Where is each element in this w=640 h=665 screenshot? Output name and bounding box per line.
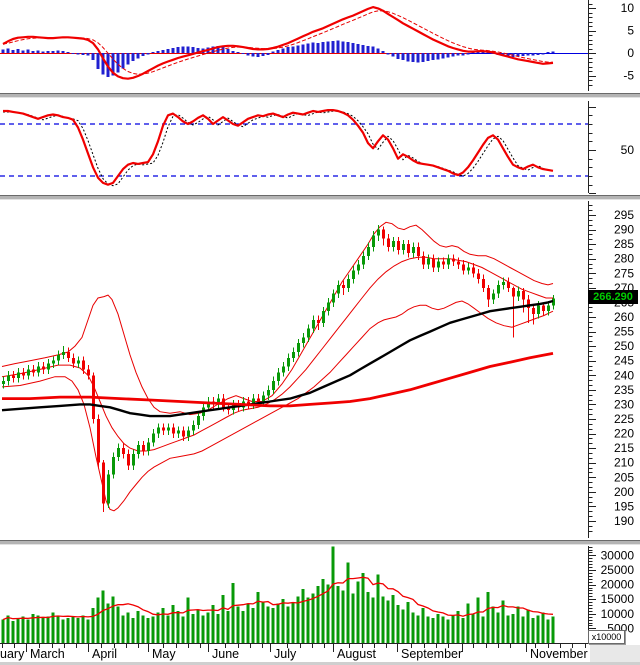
svg-text:205: 205 [614, 470, 634, 484]
svg-text:290: 290 [614, 223, 634, 237]
macd-signal-line [2, 10, 554, 75]
svg-text:260: 260 [614, 310, 634, 324]
svg-text:200: 200 [614, 485, 634, 499]
svg-text:210: 210 [614, 456, 634, 470]
panel-splitter-1[interactable] [0, 93, 640, 98]
stochastic-panel[interactable] [0, 109, 588, 187]
svg-text:215: 215 [614, 441, 634, 455]
svg-text:April: April [92, 647, 117, 661]
volume-ma-line [2, 576, 554, 621]
svg-text:June: June [212, 647, 239, 661]
svg-text:September: September [401, 647, 462, 661]
svg-text:195: 195 [614, 499, 634, 513]
candles [2, 225, 555, 513]
svg-text:-5: -5 [623, 69, 634, 83]
svg-text:uary: uary [0, 647, 25, 661]
svg-text:295: 295 [614, 208, 634, 222]
macd-line [2, 6, 554, 80]
volume-panel[interactable] [1, 546, 555, 643]
macd-panel[interactable] [0, 6, 588, 80]
x-axis: uary March April May June July August September… [0, 643, 588, 661]
svg-text:5: 5 [627, 24, 634, 38]
last-price-badge: 266.290 [588, 290, 638, 304]
svg-text:190: 190 [614, 514, 634, 528]
svg-text:245: 245 [614, 354, 634, 368]
svg-text:10000: 10000 [601, 607, 635, 621]
price-panel[interactable] [1, 221, 555, 513]
svg-text:0: 0 [627, 46, 634, 60]
svg-text:235: 235 [614, 383, 634, 397]
panel-splitter-2[interactable] [0, 195, 640, 200]
svg-text:25000: 25000 [601, 563, 635, 577]
svg-text:280: 280 [614, 252, 634, 266]
svg-text:August: August [337, 647, 376, 661]
svg-text:50: 50 [621, 143, 635, 157]
svg-text:15000: 15000 [601, 592, 635, 606]
svg-text:30000: 30000 [601, 548, 635, 562]
svg-text:275: 275 [614, 266, 634, 280]
svg-text:March: March [30, 647, 65, 661]
svg-text:220: 220 [614, 427, 634, 441]
ma-black-line [1, 299, 554, 418]
bottom-strip [0, 662, 640, 665]
ma-red-thick-line [2, 352, 554, 408]
svg-text:225: 225 [614, 412, 634, 426]
macd-histogram [1, 40, 555, 77]
svg-text:July: July [274, 647, 297, 661]
bollinger-bb_lower [1, 300, 554, 512]
volume-unit-box: x10000 [588, 630, 625, 644]
svg-text:November: November [530, 647, 588, 661]
stochastic-line [3, 109, 554, 186]
bollinger-bb_upper [1, 221, 554, 416]
svg-text:10: 10 [621, 1, 635, 15]
svg-text:20000: 20000 [601, 578, 635, 592]
right-axis: 1050-55029529028528027527026526025525024… [588, 0, 635, 643]
svg-text:285: 285 [614, 237, 634, 251]
bollinger-bb_mid [1, 256, 553, 452]
svg-text:255: 255 [614, 325, 634, 339]
svg-text:250: 250 [614, 339, 634, 353]
panel-splitter-3[interactable] [0, 540, 640, 545]
svg-text:May: May [152, 647, 176, 661]
svg-text:230: 230 [614, 397, 634, 411]
svg-text:240: 240 [614, 368, 634, 382]
volume-bars [1, 546, 555, 643]
corner-filler [590, 645, 640, 662]
